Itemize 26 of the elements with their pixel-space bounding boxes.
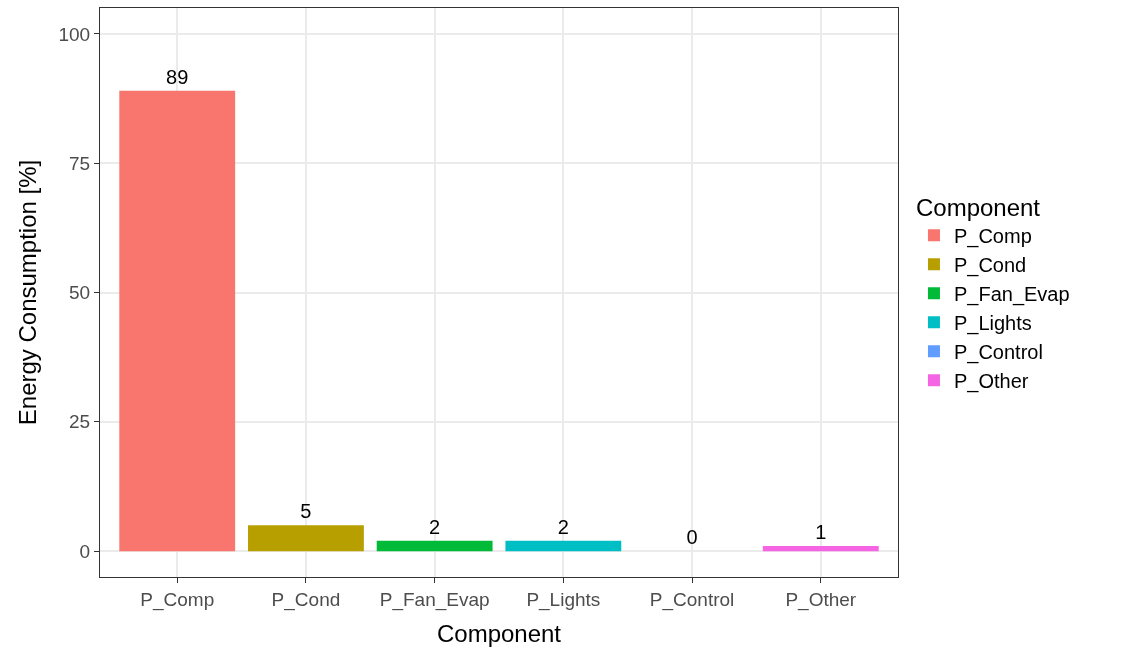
legend-label: P_Other bbox=[953, 370, 1029, 393]
legend-label: P_Lights bbox=[953, 312, 1032, 335]
legend-label: P_Control bbox=[953, 341, 1043, 364]
x-axis-title: Component bbox=[436, 620, 562, 648]
y-tick-label: 25 bbox=[69, 411, 91, 433]
x-tick-label: P_Lights bbox=[526, 588, 601, 611]
x-tick-label: P_Control bbox=[649, 588, 735, 611]
x-tick-label: P_Cond bbox=[271, 588, 341, 611]
x-tick-label: P_Other bbox=[785, 588, 857, 611]
data-label: 2 bbox=[557, 515, 569, 538]
y-axis-title: Energy Consumption [%] bbox=[13, 159, 41, 426]
y-tick-label: 0 bbox=[79, 540, 91, 562]
legend-label: P_Cond bbox=[953, 254, 1027, 277]
legend-title: Component bbox=[915, 193, 1041, 221]
legend-label: P_Comp bbox=[953, 225, 1032, 248]
legend-label: P_Fan_Evap bbox=[953, 283, 1070, 306]
data-label: 0 bbox=[686, 526, 698, 549]
data-label: 1 bbox=[815, 520, 827, 543]
y-tick-label: 75 bbox=[69, 152, 91, 174]
x-tick-label: P_Comp bbox=[140, 588, 215, 611]
x-tick-label: P_Fan_Evap bbox=[379, 588, 490, 611]
data-label: 2 bbox=[429, 515, 441, 538]
data-label: 5 bbox=[300, 500, 312, 523]
y-tick-label: 50 bbox=[69, 282, 91, 304]
data-label: 89 bbox=[166, 65, 189, 88]
y-tick-label: 100 bbox=[58, 23, 91, 45]
